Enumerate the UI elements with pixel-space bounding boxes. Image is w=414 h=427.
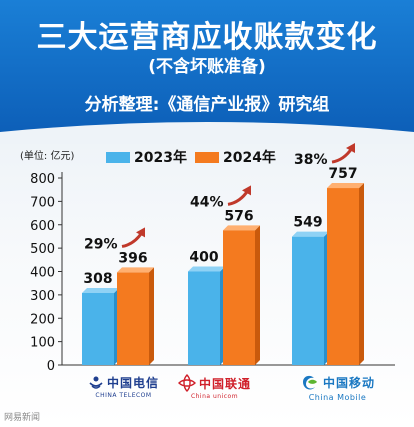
growth-arrow-head bbox=[136, 227, 145, 238]
legend-item-2024: 2024年 bbox=[194, 147, 276, 167]
china-telecom-icon bbox=[89, 376, 103, 389]
y-tick-label: 700 bbox=[30, 195, 55, 210]
bar-side bbox=[255, 225, 260, 365]
bar-top bbox=[292, 231, 329, 237]
legend-label-2023: 2023年 bbox=[134, 150, 187, 166]
china-unicom-icon bbox=[178, 374, 196, 392]
growth-arrow bbox=[331, 147, 354, 164]
bar-top bbox=[223, 225, 260, 231]
china-unicom-cn: 中国联通 bbox=[199, 376, 252, 391]
logo-china-telecom: 中国电信 CHINA TELECOM bbox=[88, 374, 159, 399]
data-label: 757 bbox=[328, 166, 357, 182]
growth-label: 29% bbox=[84, 236, 118, 252]
growth-arrow bbox=[121, 231, 144, 248]
y-tick-label: 100 bbox=[30, 336, 55, 351]
bar bbox=[188, 271, 220, 365]
bar bbox=[82, 293, 114, 365]
growth-arrow-head bbox=[346, 143, 355, 154]
legend-item-2023: 2023年 bbox=[106, 147, 187, 167]
china-telecom-en: CHINA TELECOM bbox=[95, 392, 152, 399]
data-label: 576 bbox=[224, 208, 253, 224]
china-unicom-en: China unicom bbox=[190, 393, 239, 400]
growth-arrow bbox=[227, 189, 250, 206]
bar bbox=[223, 230, 255, 365]
bar-side bbox=[359, 183, 364, 365]
data-label: 400 bbox=[189, 250, 218, 266]
legend: 2023年 2024年 bbox=[106, 147, 276, 167]
growth-arrow-head bbox=[242, 185, 251, 196]
china-mobile-icon bbox=[303, 375, 317, 390]
y-tick-label: 500 bbox=[30, 242, 55, 257]
bar-top bbox=[188, 266, 225, 272]
logo-china-unicom: 中国联通 China unicom bbox=[178, 374, 251, 400]
data-label: 549 bbox=[293, 215, 322, 231]
data-label: 396 bbox=[118, 250, 147, 266]
bar bbox=[117, 272, 149, 365]
china-mobile-en: China Mobile bbox=[308, 393, 367, 402]
source-note: 分析整理:《通信产业报》研究组 bbox=[84, 95, 330, 115]
source-credit: 网易新闻 bbox=[4, 413, 41, 423]
china-mobile-cn: 中国移动 bbox=[323, 375, 376, 390]
legend-swatch-2023 bbox=[106, 151, 130, 163]
bar-top bbox=[117, 267, 154, 273]
logo-china-mobile: 中国移动 China Mobile bbox=[300, 372, 375, 402]
y-tick-label: 800 bbox=[30, 172, 55, 187]
bar-top bbox=[82, 288, 119, 294]
growth-label: 44% bbox=[190, 194, 224, 210]
growth-label: 38% bbox=[294, 152, 328, 168]
data-label: 308 bbox=[83, 271, 112, 287]
china-telecom-cn: 中国电信 bbox=[107, 376, 160, 390]
bar-top bbox=[327, 183, 364, 189]
bar-side bbox=[149, 267, 154, 365]
y-tick-label: 200 bbox=[30, 312, 55, 327]
legend-label-2024: 2024年 bbox=[222, 150, 276, 166]
bar bbox=[327, 188, 359, 365]
header-curve bbox=[0, 122, 414, 144]
legend-swatch-2024 bbox=[194, 151, 219, 163]
operator-logos: 中国电信 CHINA TELECOM 中国联通 China unicom 中国移… bbox=[0, 370, 414, 420]
y-tick-label: 0 bbox=[47, 359, 55, 374]
y-tick-label: 600 bbox=[30, 219, 55, 234]
unit-label: (单位: 亿元) bbox=[20, 151, 75, 162]
page-title: 三大运营商应收账款变化 bbox=[36, 20, 378, 55]
y-tick-label: 300 bbox=[30, 289, 55, 304]
header-banner: 三大运营商应收账款变化 (不含坏账准备) 分析整理:《通信产业报》研究组 bbox=[0, 0, 414, 132]
bar bbox=[292, 236, 324, 365]
y-tick-label: 400 bbox=[30, 266, 55, 281]
page-subtitle: (不含坏账准备) bbox=[148, 57, 266, 77]
